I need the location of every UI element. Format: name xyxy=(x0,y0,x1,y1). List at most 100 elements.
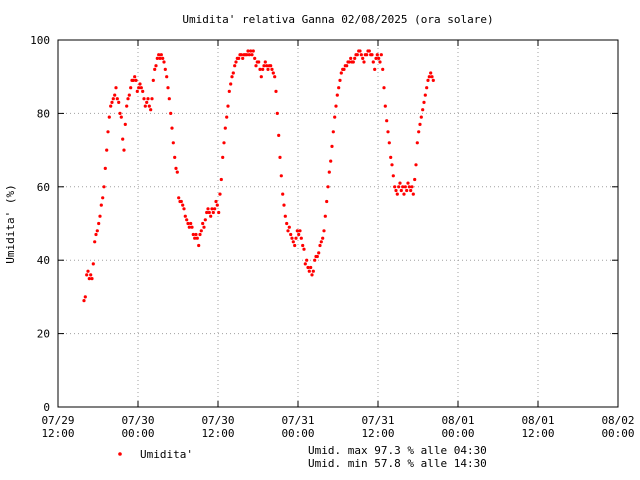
data-point xyxy=(109,104,113,108)
data-point xyxy=(399,188,403,193)
grid-lines xyxy=(58,40,618,407)
data-point xyxy=(190,225,194,229)
data-point xyxy=(193,236,197,240)
y-axis-label: Umidita' (%) xyxy=(4,184,17,263)
legend-marker xyxy=(118,452,122,456)
data-point xyxy=(218,192,222,196)
data-point xyxy=(114,86,118,90)
data-point xyxy=(131,78,135,82)
x-axis-ticks: 07/2912:0007/3000:0007/3012:0007/3100:00… xyxy=(41,40,635,440)
data-point xyxy=(302,247,306,251)
data-point xyxy=(382,86,386,90)
data-point xyxy=(134,78,138,82)
data-point xyxy=(93,240,97,244)
x-tick-label-time: 00:00 xyxy=(441,427,474,440)
data-point xyxy=(318,243,322,248)
data-point xyxy=(186,221,190,226)
data-point xyxy=(262,64,266,68)
data-point xyxy=(97,221,101,226)
data-point xyxy=(367,49,371,53)
data-point xyxy=(283,214,287,218)
humidity-series xyxy=(82,49,435,303)
data-point xyxy=(345,64,349,68)
data-point xyxy=(275,111,279,115)
data-point xyxy=(390,163,394,167)
data-point xyxy=(410,185,414,189)
data-point xyxy=(331,130,335,134)
data-point xyxy=(185,218,189,222)
data-point xyxy=(394,188,398,193)
data-point xyxy=(306,265,310,270)
data-point xyxy=(127,93,131,97)
data-point xyxy=(90,277,94,281)
data-point xyxy=(223,126,227,130)
data-point xyxy=(227,89,231,93)
data-point xyxy=(370,53,374,57)
data-point xyxy=(141,89,145,93)
data-point xyxy=(214,199,218,204)
data-point xyxy=(355,53,359,57)
data-point xyxy=(237,56,241,61)
data-point xyxy=(254,64,258,68)
data-point xyxy=(123,122,127,126)
data-point xyxy=(261,67,265,71)
data-point xyxy=(422,100,426,104)
data-point xyxy=(406,181,410,185)
data-point xyxy=(266,67,270,71)
data-point xyxy=(94,232,98,237)
data-point xyxy=(414,163,418,167)
data-point xyxy=(99,203,103,207)
data-point xyxy=(229,82,233,86)
data-point xyxy=(294,236,298,240)
data-point xyxy=(273,75,277,79)
data-point xyxy=(333,115,337,119)
data-point xyxy=(358,49,362,53)
data-point xyxy=(431,78,435,82)
data-point xyxy=(373,67,377,71)
data-point xyxy=(209,214,213,218)
data-point xyxy=(371,60,375,64)
data-point xyxy=(421,108,425,112)
data-point xyxy=(82,299,86,303)
data-point xyxy=(226,104,230,108)
data-point xyxy=(83,295,87,299)
data-point xyxy=(339,71,343,75)
data-point xyxy=(206,207,210,211)
x-tick-label-time: 00:00 xyxy=(601,427,634,440)
data-point xyxy=(361,56,365,61)
data-point xyxy=(234,60,238,64)
y-tick-label: 60 xyxy=(37,181,50,194)
data-point xyxy=(393,185,397,189)
data-point xyxy=(405,188,409,193)
data-point xyxy=(179,199,183,204)
data-point xyxy=(389,155,393,159)
data-point xyxy=(397,185,401,189)
data-point xyxy=(225,115,229,119)
data-point xyxy=(119,115,123,119)
data-point xyxy=(419,115,423,119)
data-point xyxy=(402,192,406,196)
data-point xyxy=(103,166,107,170)
x-tick-label-date: 08/02 xyxy=(601,414,634,427)
data-point xyxy=(413,177,417,182)
data-point xyxy=(107,115,111,119)
data-point xyxy=(415,141,419,145)
data-point xyxy=(241,56,245,61)
data-point xyxy=(133,75,137,79)
data-point xyxy=(287,225,291,229)
data-point xyxy=(321,236,325,240)
legend-label: Umidita' xyxy=(140,448,193,461)
data-point xyxy=(91,262,95,266)
legend: Umidita' xyxy=(118,448,193,461)
chart-title: Umidita' relativa Ganna 02/08/2025 (ora … xyxy=(182,13,493,26)
data-point xyxy=(310,273,314,277)
data-point xyxy=(183,214,187,218)
data-point xyxy=(197,243,201,248)
data-point xyxy=(409,188,413,193)
data-point xyxy=(222,141,226,145)
data-point xyxy=(199,229,203,233)
data-point xyxy=(154,64,158,68)
x-tick-label-date: 07/29 xyxy=(41,414,74,427)
data-point xyxy=(365,53,369,57)
data-point xyxy=(305,258,309,262)
